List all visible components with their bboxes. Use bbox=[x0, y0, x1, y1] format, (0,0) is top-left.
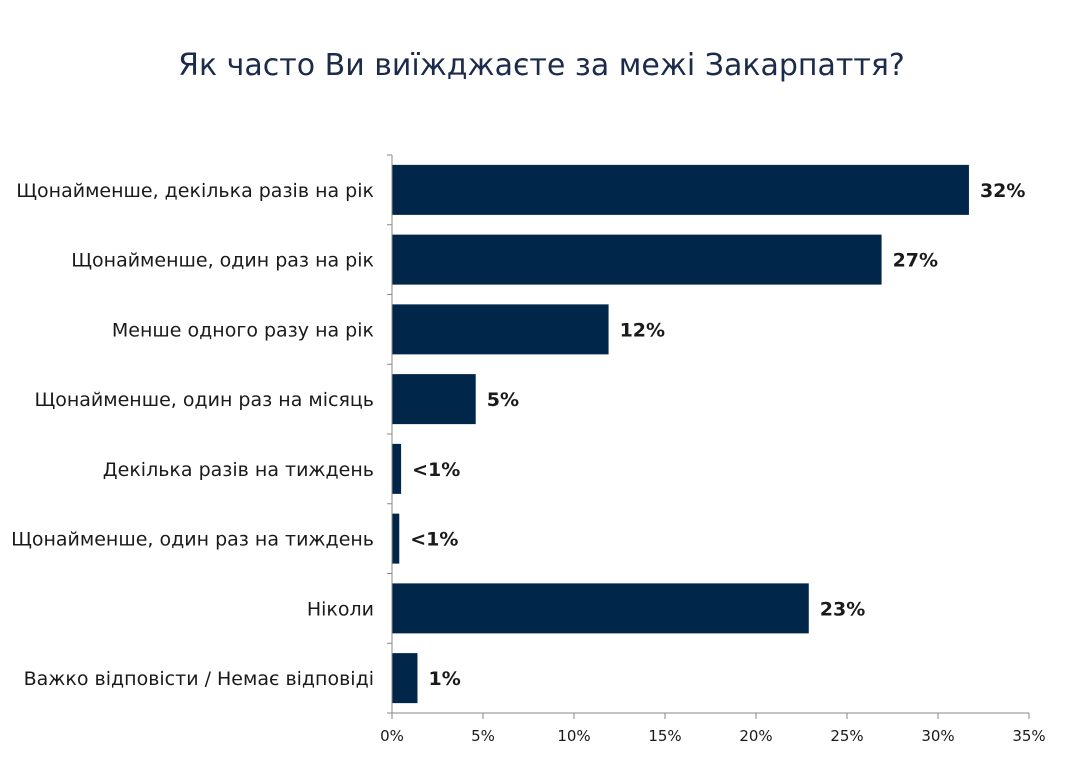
bar bbox=[392, 304, 609, 355]
category-label: Щонайменше, один раз на місяць bbox=[34, 389, 374, 411]
axis-layer: 0% 5% 10% 15% 20% 25% 30% 35% bbox=[380, 154, 1046, 745]
bar bbox=[392, 234, 882, 285]
value-label: 12% bbox=[620, 319, 665, 341]
bar bbox=[392, 583, 809, 634]
bar bbox=[392, 513, 400, 564]
category-label: Щонайменше, декілька разів на рік bbox=[16, 180, 374, 202]
value-label: 1% bbox=[428, 668, 460, 690]
x-tick-label: 25% bbox=[830, 727, 863, 745]
bars-layer: Щонайменше, декілька разів на рік 32% Щона… bbox=[11, 164, 1025, 704]
x-tick-label: 0% bbox=[380, 727, 404, 745]
category-label: Важко відповісти / Немає відповіді bbox=[24, 668, 374, 690]
bar bbox=[392, 164, 969, 215]
value-label: 23% bbox=[820, 598, 865, 620]
chart-title: Як часто Ви виїжджаєте за межі Закарпатт… bbox=[178, 48, 905, 83]
category-label: Декілька разів на тиждень bbox=[103, 459, 374, 481]
category-label: Менше одного разу на рік bbox=[112, 319, 374, 341]
value-label: <1% bbox=[412, 459, 460, 481]
bar bbox=[392, 443, 402, 494]
x-tick-label: 20% bbox=[739, 727, 772, 745]
value-label: <1% bbox=[410, 529, 458, 551]
category-label: Щонайменше, один раз на рік bbox=[71, 250, 374, 272]
x-tick-label: 35% bbox=[1012, 727, 1045, 745]
value-label: 5% bbox=[487, 389, 519, 411]
category-label: Ніколи bbox=[307, 598, 374, 620]
x-tick-label: 5% bbox=[471, 727, 495, 745]
x-tick-label: 15% bbox=[648, 727, 681, 745]
value-label: 32% bbox=[980, 180, 1025, 202]
bar bbox=[392, 653, 418, 704]
value-label: 27% bbox=[893, 250, 938, 272]
category-label: Щонайменше, один раз на тиждень bbox=[11, 529, 374, 551]
bar bbox=[392, 374, 476, 425]
x-tick-label: 10% bbox=[557, 727, 590, 745]
x-tick-label: 30% bbox=[921, 727, 954, 745]
